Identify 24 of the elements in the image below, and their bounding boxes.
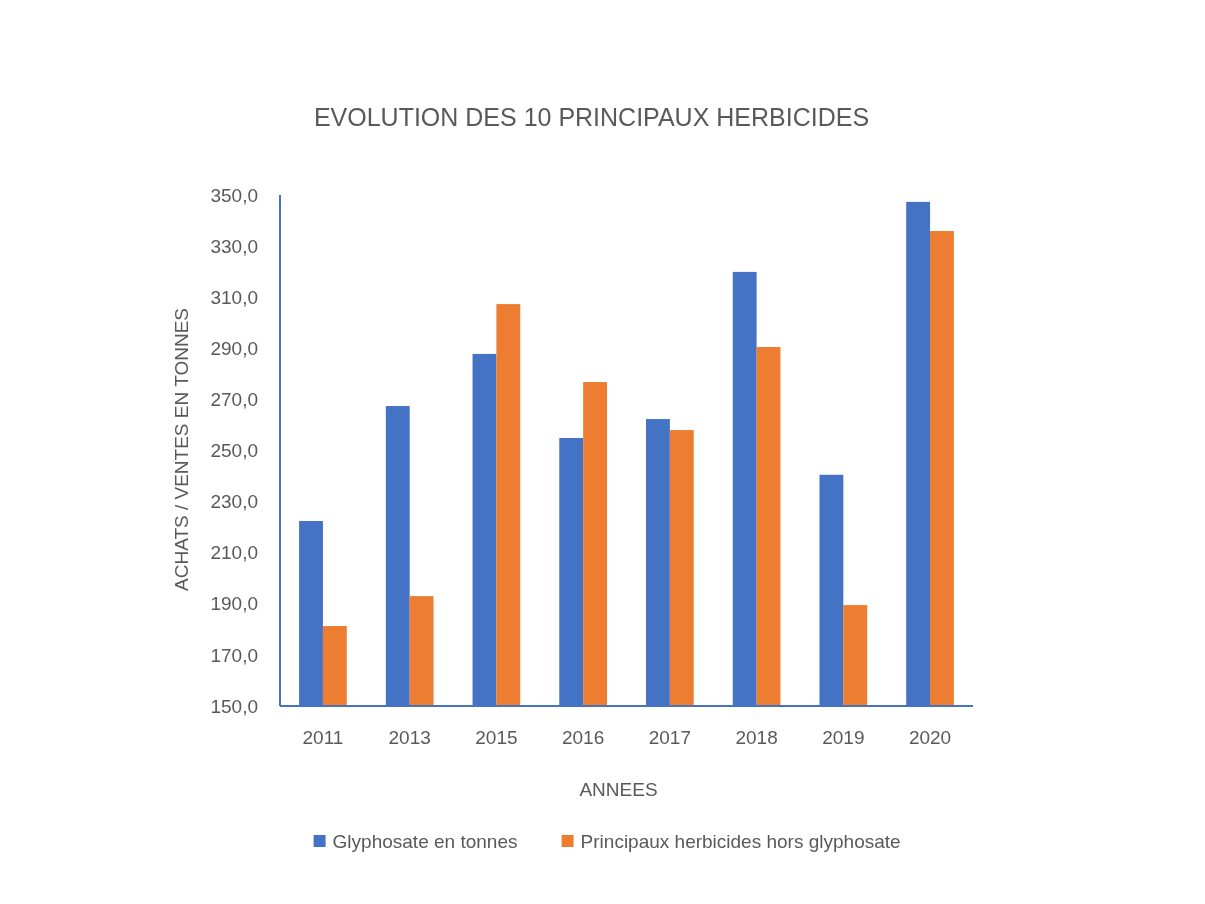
y-tick-label: 310,0 <box>210 286 258 308</box>
y-tick-label: 270,0 <box>210 389 258 411</box>
y-tick-label: 150,0 <box>210 695 258 717</box>
y-tick-label: 190,0 <box>210 593 258 615</box>
y-axis-title: ACHATS / VENTES EN TONNES <box>171 308 192 591</box>
x-tick-label: 2011 <box>302 727 344 748</box>
legend-label: Glyphosate en tonnes <box>332 831 518 852</box>
x-tick-label: 2015 <box>475 727 518 748</box>
y-tick-label: 230,0 <box>210 491 258 513</box>
x-tick-label: 2017 <box>648 727 692 748</box>
y-tick-label: 250,0 <box>210 440 258 462</box>
y-tick-label: 290,0 <box>210 337 258 359</box>
legend-label: Principaux herbicides hors glyphosate <box>580 831 901 852</box>
x-tick-label: 2019 <box>822 727 865 748</box>
x-tick-label: 2013 <box>388 727 431 748</box>
y-tick-label: 330,0 <box>210 235 258 257</box>
y-tick-label: 170,0 <box>210 644 258 666</box>
y-tick-label: 210,0 <box>210 542 258 564</box>
y-tick-label: 350,0 <box>210 184 258 206</box>
x-tick-label: 2018 <box>735 727 778 748</box>
chart-title: EVOLUTION DES 10 PRINCIPAUX HERBICIDES <box>313 103 870 131</box>
x-tick-label: 2016 <box>561 727 605 748</box>
x-tick-label: 2020 <box>908 727 952 748</box>
x-axis-title: ANNEES <box>579 779 658 800</box>
